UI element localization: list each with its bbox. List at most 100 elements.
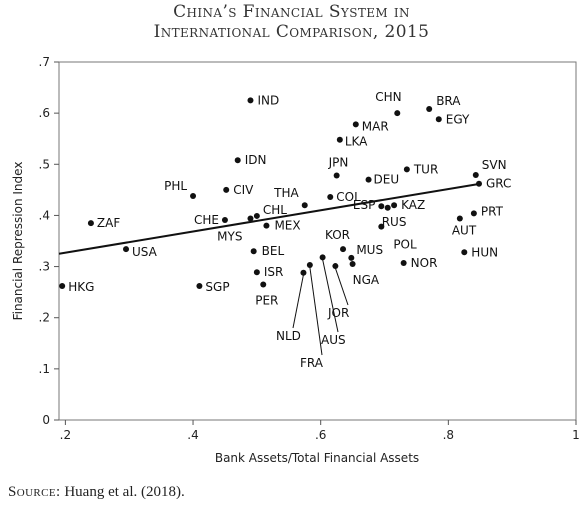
point-label-zaf: ZAF — [97, 216, 120, 230]
point-label-esp: ESP — [353, 198, 375, 212]
point-label-rus: RUS — [382, 215, 407, 229]
point-label-tur: TUR — [413, 162, 438, 176]
y-tick-label: .1 — [39, 362, 50, 376]
point-label-kor: KOR — [325, 228, 350, 242]
point-isr — [253, 269, 260, 276]
source-note: Source: Huang et al. (2018). — [8, 484, 185, 501]
point-zaf — [87, 220, 94, 227]
point-label-mus: MUS — [356, 243, 383, 257]
point-label-nor: NOR — [411, 256, 438, 270]
point-label-sgp: SGP — [205, 280, 229, 294]
point-label-phl: PHL — [164, 179, 187, 193]
point-nga — [349, 261, 356, 268]
point-label-isr: ISR — [264, 265, 284, 279]
point-jpn — [333, 172, 340, 179]
x-axis-ticks: .2 .4 .6 .8 1 — [60, 420, 580, 442]
point-label-nld: NLD — [276, 329, 301, 343]
point-hkg — [59, 283, 66, 290]
source-text: Huang et al. (2018). — [60, 484, 185, 500]
point-label-per: PER — [255, 293, 278, 307]
point-fra — [306, 262, 313, 269]
y-tick-label: 0 — [42, 413, 50, 427]
point-civ — [223, 186, 230, 193]
point-label-pol: POL — [393, 238, 417, 252]
point-nld — [300, 269, 307, 276]
y-tick-label: .7 — [39, 55, 50, 69]
y-tick-label: .5 — [39, 157, 50, 171]
point-label-hkg: HKG — [68, 280, 94, 294]
y-tick-label: .3 — [39, 260, 50, 274]
y-tick-label: .2 — [39, 311, 50, 325]
point-aut — [456, 215, 463, 222]
point-col — [327, 194, 334, 201]
x-tick-label: .2 — [60, 428, 71, 442]
point-kor — [340, 246, 347, 253]
point-label-egy: EGY — [446, 112, 470, 126]
point-kaz — [391, 202, 398, 209]
point-phl — [190, 192, 197, 199]
x-axis-label: Bank Assets/Total Financial Assets — [215, 451, 419, 465]
point-mex — [263, 222, 270, 229]
point-mar — [352, 121, 359, 128]
point-chl — [253, 212, 260, 219]
point-lka — [336, 136, 343, 143]
point-rus — [384, 204, 391, 211]
point-label-mex: MEX — [274, 219, 300, 233]
point-per — [260, 281, 267, 288]
point-grc — [475, 180, 482, 187]
point-label-chl: CHL — [263, 203, 287, 217]
point-chn — [394, 110, 401, 117]
x-tick-label: .4 — [187, 428, 198, 442]
leader-line-aus — [322, 259, 339, 333]
point-che — [221, 217, 228, 224]
point-jor — [332, 263, 339, 270]
source-label: Source: — [8, 484, 61, 500]
y-axis-label: Financial Repression Index — [11, 162, 25, 321]
point-label-bel: BEL — [262, 244, 285, 258]
point-tur — [403, 166, 410, 173]
point-label-bra: BRA — [436, 94, 461, 108]
point-label-prt: PRT — [481, 204, 504, 218]
point-label-mys: MYS — [217, 229, 242, 243]
point-label-chn: CHN — [375, 90, 401, 104]
point-usa — [123, 246, 130, 253]
point-esp — [378, 203, 385, 210]
x-tick-label: 1 — [572, 428, 580, 442]
point-label-tha: THA — [273, 186, 299, 200]
leader-line-jor — [334, 267, 349, 306]
y-tick-label: .4 — [39, 208, 50, 222]
chart-title-line-2: International Comparison, 2015 — [153, 22, 430, 42]
point-egy — [435, 116, 442, 123]
point-label-idn: IDN — [245, 153, 267, 167]
scatter-chart: 0 .1 .2 .3 .4 .5 .6 .7 .2 .4 .6 .8 1 IND CHN BRA MAR EG… — [11, 55, 580, 465]
point-nor — [400, 259, 407, 266]
point-ind — [247, 97, 254, 104]
chart-title-line-1: China’s Financial System in — [173, 2, 410, 22]
fit-line — [58, 182, 481, 255]
point-label-jpn: JPN — [328, 156, 349, 170]
point-label-civ: CIV — [233, 183, 254, 197]
y-tick-label: .6 — [39, 106, 50, 120]
point-label-aus: AUS — [321, 333, 346, 347]
x-tick-label: .8 — [443, 428, 454, 442]
point-mys — [247, 215, 254, 222]
point-label-che: CHE — [194, 213, 219, 227]
point-label-fra: FRA — [300, 356, 324, 370]
data-points: IND CHN BRA MAR EGY LKA IDN JPN TUR SVN DEU GRC PHL C… — [59, 90, 511, 370]
point-label-svn: SVN — [482, 158, 507, 172]
point-prt — [470, 210, 477, 217]
point-label-lka: LKA — [345, 135, 368, 149]
point-label-grc: GRC — [486, 177, 511, 191]
point-label-hun: HUN — [471, 245, 498, 259]
plot-frame — [58, 61, 577, 421]
x-tick-label: .6 — [315, 428, 326, 442]
point-idn — [234, 157, 241, 164]
point-aus — [319, 254, 326, 261]
point-bel — [250, 248, 257, 255]
point-sgp — [196, 283, 203, 290]
point-tha — [301, 202, 308, 209]
point-label-deu: DEU — [374, 173, 400, 187]
point-label-usa: USA — [132, 245, 158, 259]
point-mus — [348, 254, 355, 261]
point-label-aut: AUT — [452, 223, 477, 237]
